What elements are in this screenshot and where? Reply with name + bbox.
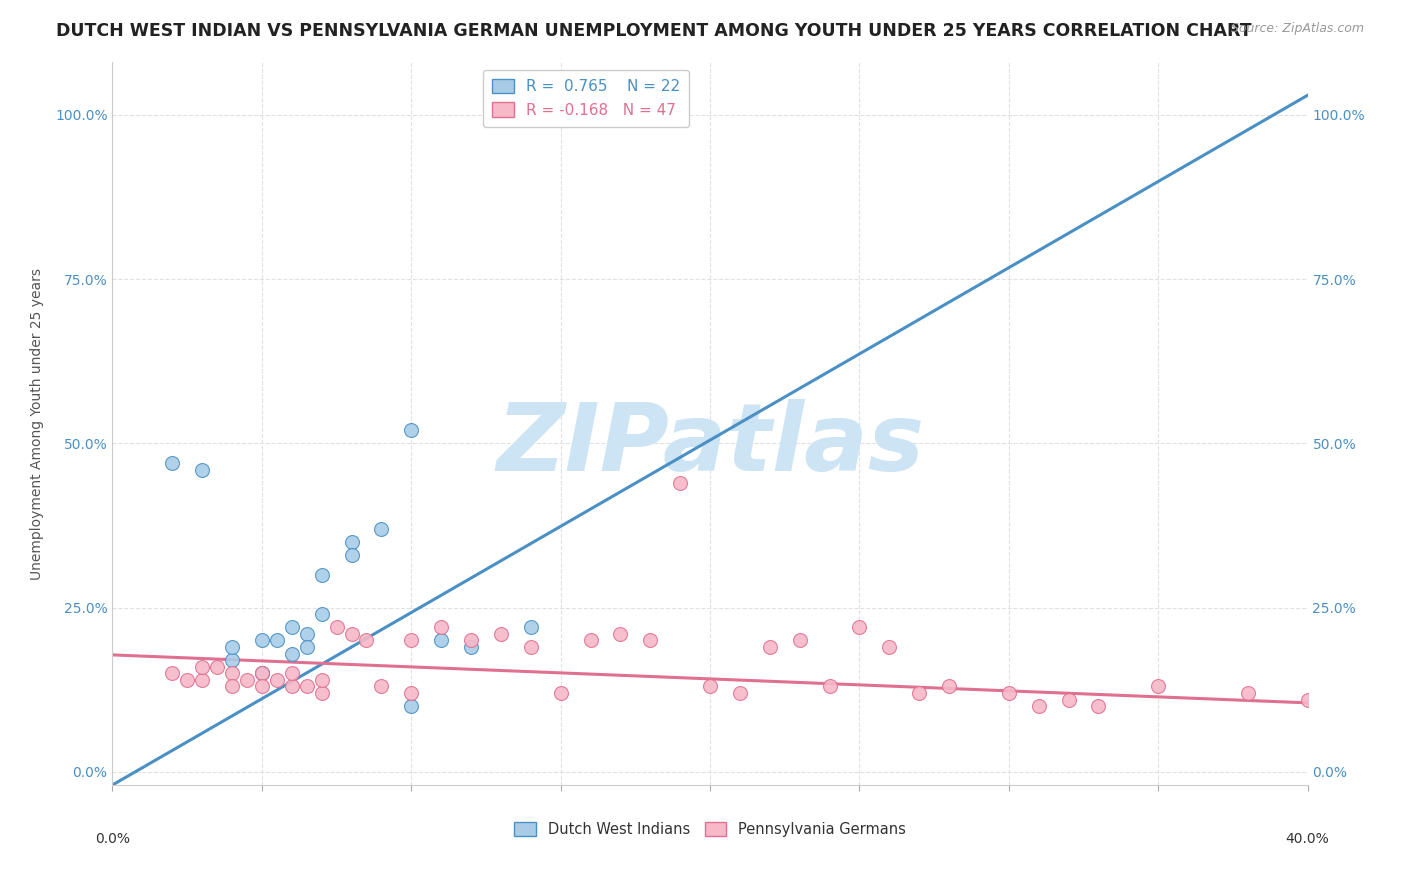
Point — [281, 680, 304, 694]
Point — [1296, 692, 1319, 706]
Point — [848, 620, 870, 634]
Point — [221, 666, 243, 681]
Point — [401, 686, 423, 700]
Point — [295, 680, 318, 694]
Point — [489, 627, 512, 641]
Point — [281, 620, 304, 634]
Point — [1028, 699, 1050, 714]
Point — [728, 686, 751, 700]
Point — [205, 659, 228, 673]
Point — [356, 633, 378, 648]
Point — [879, 640, 901, 654]
Point — [1057, 692, 1080, 706]
Point — [191, 463, 214, 477]
Point — [266, 673, 288, 687]
Point — [311, 686, 333, 700]
Point — [998, 686, 1021, 700]
Point — [191, 673, 214, 687]
Point — [162, 666, 183, 681]
Point — [250, 633, 273, 648]
Text: 0.0%: 0.0% — [96, 832, 129, 846]
Point — [401, 633, 423, 648]
Point — [1237, 686, 1260, 700]
Point — [430, 633, 453, 648]
Point — [281, 647, 304, 661]
Point — [759, 640, 782, 654]
Point — [401, 423, 423, 437]
Point — [266, 633, 288, 648]
Point — [1087, 699, 1109, 714]
Point — [325, 620, 347, 634]
Point — [1147, 680, 1170, 694]
Point — [340, 535, 363, 549]
Point — [789, 633, 811, 648]
Point — [250, 666, 273, 681]
Point — [221, 640, 243, 654]
Point — [430, 620, 453, 634]
Point — [295, 640, 318, 654]
Point — [340, 627, 363, 641]
Point — [579, 633, 602, 648]
Point — [609, 627, 631, 641]
Point — [908, 686, 931, 700]
Point — [191, 659, 214, 673]
Point — [640, 633, 662, 648]
Text: 40.0%: 40.0% — [1285, 832, 1330, 846]
Point — [669, 475, 692, 490]
Point — [460, 633, 482, 648]
Text: DUTCH WEST INDIAN VS PENNSYLVANIA GERMAN UNEMPLOYMENT AMONG YOUTH UNDER 25 YEARS: DUTCH WEST INDIAN VS PENNSYLVANIA GERMAN… — [56, 22, 1251, 40]
Point — [340, 548, 363, 562]
Point — [295, 627, 318, 641]
Point — [250, 666, 273, 681]
Point — [401, 699, 423, 714]
Point — [221, 680, 243, 694]
Point — [236, 673, 259, 687]
Point — [221, 653, 243, 667]
Point — [176, 673, 198, 687]
Point — [818, 680, 841, 694]
Point — [311, 567, 333, 582]
Legend: Dutch West Indians, Pennsylvania Germans: Dutch West Indians, Pennsylvania Germans — [509, 816, 911, 843]
Point — [520, 640, 543, 654]
Point — [938, 680, 960, 694]
Text: ZIPatlas: ZIPatlas — [496, 400, 924, 491]
Point — [311, 673, 333, 687]
Point — [311, 607, 333, 622]
Y-axis label: Unemployment Among Youth under 25 years: Unemployment Among Youth under 25 years — [30, 268, 44, 580]
Point — [520, 620, 543, 634]
Point — [699, 680, 721, 694]
Point — [370, 680, 392, 694]
Point — [250, 666, 273, 681]
Point — [460, 640, 482, 654]
Point — [281, 666, 304, 681]
Point — [370, 522, 392, 536]
Text: Source: ZipAtlas.com: Source: ZipAtlas.com — [1230, 22, 1364, 36]
Point — [250, 680, 273, 694]
Point — [550, 686, 572, 700]
Point — [162, 456, 183, 470]
